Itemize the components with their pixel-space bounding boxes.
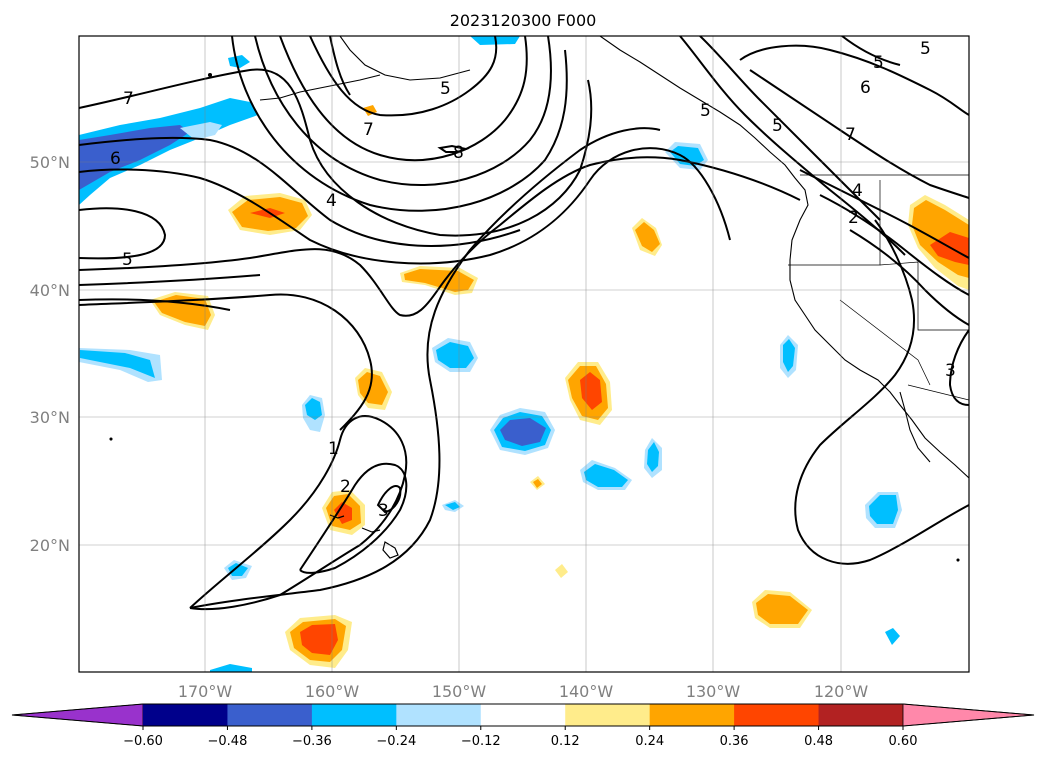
colorbar-segment: [143, 704, 228, 726]
lat-label: 30°N: [30, 408, 70, 427]
lon-label: 150°W: [432, 682, 487, 701]
contour-label: 7: [845, 125, 856, 145]
contour-label: 1: [328, 439, 339, 459]
lat-label: 50°N: [30, 153, 70, 172]
colorbar-segment: [818, 704, 904, 726]
contour-label: 6: [860, 78, 871, 98]
contour-label: 5: [873, 53, 884, 73]
contour-label: 3: [945, 361, 956, 381]
contour-label: 5: [700, 101, 711, 121]
lon-label: 140°W: [559, 682, 614, 701]
colorbar-segment: [396, 704, 482, 726]
colorbar-segment: [649, 704, 735, 726]
lon-label: 170°W: [178, 682, 233, 701]
contour-lines: [79, 36, 969, 611]
contour-label: 3: [378, 501, 389, 521]
colorbar-segment: [311, 704, 397, 726]
colorbar-tick-label: 0.60: [889, 734, 918, 749]
contour-label-group: 7 5 7 5 6 7 8 6 4 5 4 2 5 1 2 3 3 5 5: [110, 39, 956, 521]
lon-label: 130°W: [686, 682, 741, 701]
colorbar-tick-label: −0.12: [461, 734, 501, 749]
colorbar-segment: [480, 704, 566, 726]
contour-label: 5: [772, 116, 783, 136]
colorbar-tick-label: −0.36: [292, 734, 332, 749]
contour-label: 5: [440, 79, 451, 99]
map-frame: [78, 35, 970, 673]
lat-label: 40°N: [30, 281, 70, 300]
contour-label: 8: [453, 143, 464, 163]
lon-label: 160°W: [305, 682, 360, 701]
colorbar-tick-label: 0.48: [804, 734, 833, 749]
colorbar-tick-label: −0.60: [123, 734, 163, 749]
contour-label: 5: [122, 250, 133, 270]
contour-label: 7: [363, 120, 374, 140]
colorbar-extend-high: [902, 703, 1035, 727]
lon-label: 120°W: [814, 682, 869, 701]
colorbar-extend-low: [11, 703, 144, 727]
colorbar-tick-label: 0.12: [551, 734, 580, 749]
colorbar-tick-label: 0.36: [720, 734, 749, 749]
coastlines: [109, 36, 969, 562]
contour-label: 4: [852, 181, 863, 201]
colorbar-segment: [734, 704, 820, 726]
longitude-axis: 170°W 160°W 150°W 140°W 130°W 120°W: [178, 682, 869, 701]
contour-label: 2: [340, 477, 351, 497]
contour-label: 2: [848, 208, 859, 228]
map-area: 7 5 7 5 6 7 8 6 4 5 4 2 5 1 2 3 3 5 5: [79, 36, 969, 672]
map-title: 2023120300 F000: [450, 11, 597, 30]
colorbar-segment: [565, 704, 651, 726]
latitude-axis: 50°N 40°N 30°N 20°N: [30, 153, 70, 555]
lat-label: 20°N: [30, 536, 70, 555]
contour-label: 5: [920, 39, 931, 59]
colorbar-segment: [227, 704, 313, 726]
colorbar-tick-label: −0.24: [376, 734, 416, 749]
colorbar-tick-label: −0.48: [208, 734, 248, 749]
colorbar-labels: −0.60 −0.48 −0.36 −0.24 −0.12 0.12 0.24 0.36 0.4…: [123, 734, 917, 749]
contour-label: 4: [326, 191, 337, 211]
colorbar: [11, 703, 1035, 730]
gridlines: [79, 36, 969, 672]
colorbar-tick-label: 0.24: [635, 734, 664, 749]
contour-label: 6: [110, 149, 121, 169]
contour-label: 7: [123, 89, 134, 109]
